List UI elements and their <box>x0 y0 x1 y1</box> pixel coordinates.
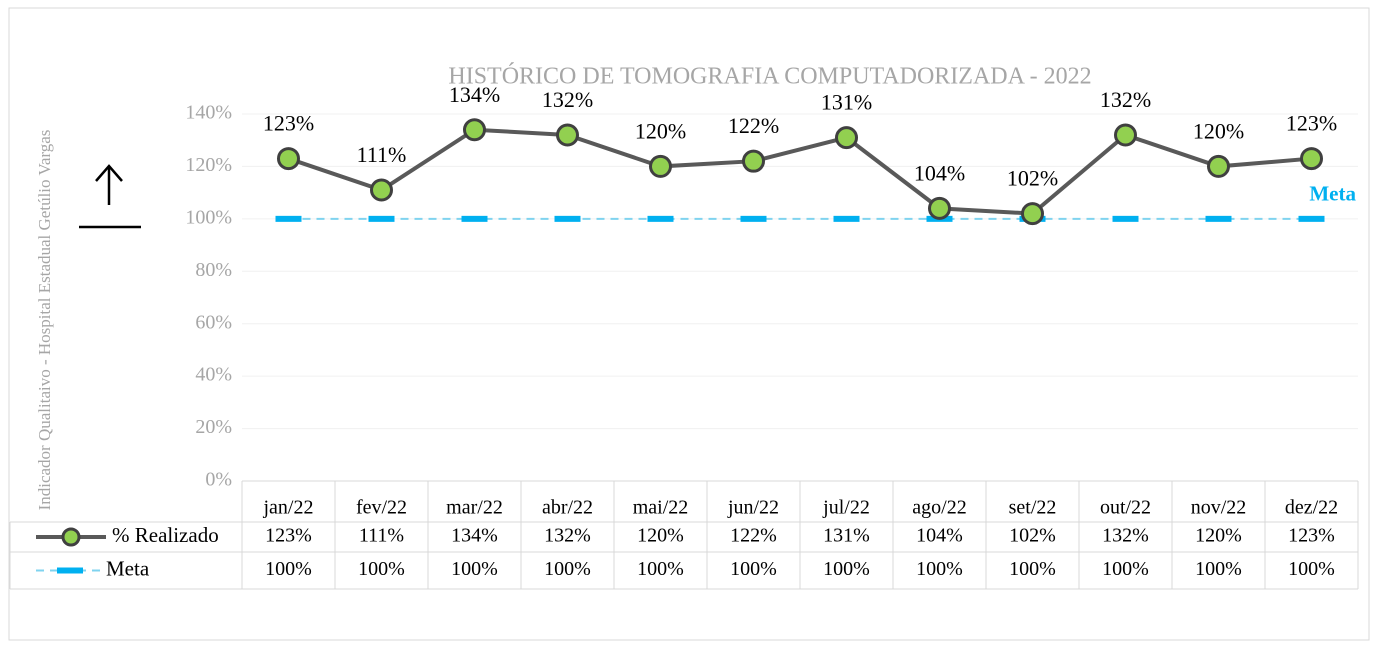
x-tick-label: jun/22 <box>727 497 779 519</box>
point-marker <box>277 147 300 171</box>
legend-marker <box>57 567 83 574</box>
target-marker <box>461 215 488 222</box>
y-tick-label: 40% <box>195 364 232 386</box>
table-cell: 122% <box>730 525 777 547</box>
data-label: 132% <box>542 87 593 112</box>
point-marker <box>1021 202 1044 226</box>
target-marker <box>275 215 302 222</box>
point-marker <box>928 196 951 220</box>
y-tick-label: 60% <box>195 311 232 333</box>
table-cell: 100% <box>1102 558 1149 580</box>
point-marker <box>649 154 672 178</box>
x-tick-label: ago/22 <box>912 497 966 519</box>
data-label: 120% <box>1193 118 1244 143</box>
x-tick-label: dez/22 <box>1285 497 1338 519</box>
table-cell: 100% <box>1288 558 1335 580</box>
table-cell: 100% <box>637 558 684 580</box>
data-label: 123% <box>263 111 314 136</box>
table-cell: 100% <box>730 558 777 580</box>
point-marker <box>556 123 579 147</box>
point-marker <box>1114 123 1137 147</box>
target-marker <box>833 215 860 222</box>
point-marker <box>1300 147 1323 171</box>
table-cell: 100% <box>544 558 591 580</box>
chart-title: HISTÓRICO DE TOMOGRAFIA COMPUTADORIZADA … <box>448 63 1091 90</box>
data-label: 131% <box>821 90 872 115</box>
table-cell: 131% <box>823 525 870 547</box>
table-cell: 132% <box>544 525 591 547</box>
target-marker <box>647 215 674 222</box>
legend-marker <box>61 527 81 547</box>
y-tick-label: 120% <box>185 154 232 176</box>
table-cell: 100% <box>265 558 312 580</box>
y-axis-label: Indicador Qualitaivo - Hospital Estadual… <box>35 130 54 511</box>
y-tick-label: 140% <box>185 102 232 124</box>
table-cell: 100% <box>451 558 498 580</box>
data-label: 120% <box>635 118 686 143</box>
data-label: 111% <box>357 142 407 167</box>
table-cell: 102% <box>1009 525 1056 547</box>
x-tick-label: mar/22 <box>446 497 503 519</box>
target-marker <box>1112 215 1139 222</box>
data-label: 132% <box>1100 87 1151 112</box>
y-tick-label: 20% <box>195 416 232 438</box>
x-tick-label: nov/22 <box>1191 497 1247 519</box>
target-marker <box>740 215 767 222</box>
x-tick-label: fev/22 <box>356 497 407 519</box>
y-tick-label: 80% <box>195 259 232 281</box>
data-label: 134% <box>449 82 500 107</box>
table-cell: 120% <box>637 525 684 547</box>
table-cell: 123% <box>265 525 312 547</box>
point-marker <box>463 118 486 142</box>
table-cell: 100% <box>1009 558 1056 580</box>
table-cell: 104% <box>916 525 963 547</box>
data-label: 102% <box>1007 166 1058 191</box>
table-cell: 123% <box>1288 525 1335 547</box>
y-tick-label: 0% <box>205 469 232 491</box>
point-marker <box>370 178 393 202</box>
table-cell: 120% <box>1195 525 1242 547</box>
series-line <box>287 127 1312 216</box>
point-marker <box>742 149 765 173</box>
table-cell: 111% <box>359 525 404 547</box>
target-marker <box>368 215 395 222</box>
legend-label: % Realizado <box>112 523 219 547</box>
target-marker <box>554 215 581 222</box>
target-marker <box>1298 215 1325 222</box>
target-marker <box>1205 215 1232 222</box>
table-cell: 100% <box>916 558 963 580</box>
x-tick-label: out/22 <box>1100 497 1151 519</box>
y-tick-label: 100% <box>185 206 232 228</box>
annotation: Meta <box>1309 182 1356 206</box>
table-cell: 100% <box>358 558 405 580</box>
up-arrow-icon <box>79 164 141 229</box>
x-tick-label: jan/22 <box>263 497 314 519</box>
legend-label: Meta <box>106 556 150 580</box>
table-cell: 134% <box>451 525 498 547</box>
table-cell: 100% <box>823 558 870 580</box>
table-cell: 100% <box>1195 558 1242 580</box>
data-label: 122% <box>728 113 779 138</box>
data-label: 104% <box>914 160 965 185</box>
table-cell: 132% <box>1102 525 1149 547</box>
data-label: 123% <box>1286 111 1337 136</box>
x-tick-label: jul/22 <box>822 497 870 519</box>
point-marker <box>835 126 858 150</box>
x-tick-label: abr/22 <box>542 497 593 519</box>
x-tick-label: set/22 <box>1009 497 1057 519</box>
x-tick-label: mai/22 <box>633 497 689 519</box>
point-marker <box>1207 154 1230 178</box>
